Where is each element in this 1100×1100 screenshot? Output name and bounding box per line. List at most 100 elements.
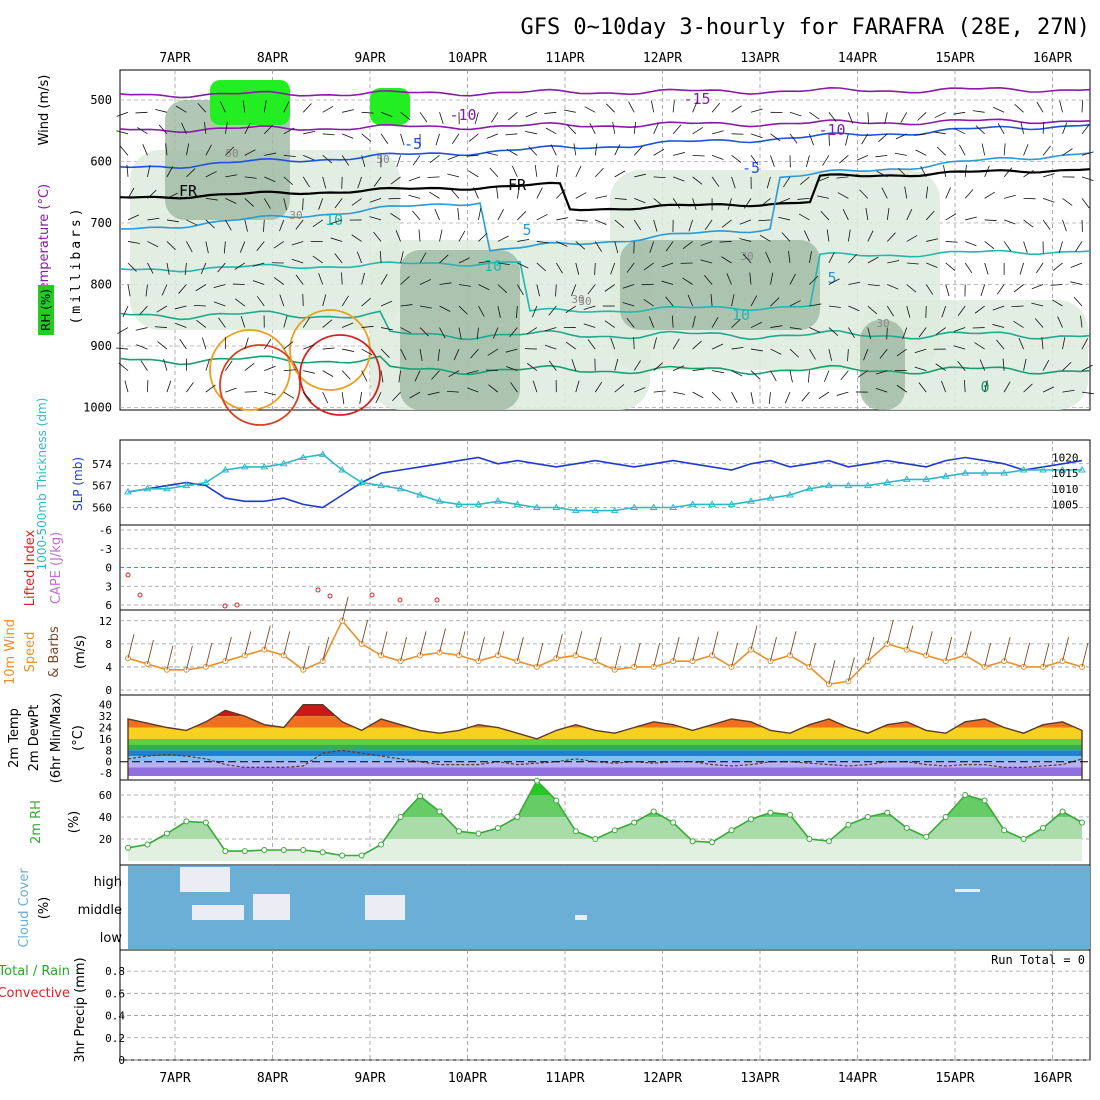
- wind-barb: [419, 305, 432, 309]
- upper-ylabel-mb: (millibars): [69, 205, 84, 324]
- wind-barb: [525, 111, 538, 118]
- slp-line: [127, 456, 1083, 509]
- wind-barb: [759, 234, 771, 242]
- wind-barb: [789, 370, 793, 383]
- wind-barb: [672, 176, 685, 182]
- wind-ylabel: (m/s): [73, 635, 88, 669]
- thickness-line-point: [182, 481, 191, 489]
- thickness-line-point: [396, 484, 405, 492]
- wind-barb: [534, 164, 538, 177]
- surface-wind-barb: [1003, 637, 1011, 662]
- wind-barb: [648, 316, 655, 328]
- rh-shade-light: [860, 300, 1088, 410]
- precip-ytick: 0.4: [105, 1010, 125, 1023]
- cloud-level-label: low: [100, 931, 123, 946]
- wind-barb: [653, 148, 665, 156]
- surface-wind-barb: [555, 634, 563, 659]
- wind-barb: [155, 109, 168, 113]
- wind-barb: [341, 392, 345, 405]
- wind-barb: [594, 262, 596, 275]
- wind-barb: [984, 165, 990, 178]
- temp-ytick: 0: [105, 756, 112, 769]
- wind-barb: [847, 349, 849, 362]
- wind-barb: [497, 305, 501, 318]
- wind-barb: [263, 198, 271, 209]
- surface-wind-barb: [906, 625, 914, 650]
- wind-barb: [341, 370, 351, 380]
- wind-barb: [252, 262, 265, 267]
- rh-shade-high: [370, 88, 410, 125]
- wind-barb: [158, 124, 168, 135]
- wind-barb: [626, 262, 635, 273]
- surface-wind-barb: [283, 631, 291, 656]
- wind-barb: [801, 391, 810, 402]
- thickness-line-point: [240, 462, 249, 470]
- bottom-date-label: 12APR: [643, 1071, 682, 1086]
- wind-barb: [963, 380, 966, 393]
- rh-line-point: [417, 793, 424, 800]
- surface-wind-barb: [750, 625, 758, 650]
- wind-barb: [127, 214, 140, 221]
- wind-barb: [412, 210, 421, 221]
- top-date-label: 7APR: [159, 51, 190, 66]
- wind-barb: [223, 241, 226, 254]
- wind-barb: [914, 348, 927, 354]
- wind-barb: [886, 305, 895, 317]
- precip-label-conv: Convective: [0, 986, 70, 1001]
- rh-line-point: [689, 838, 696, 845]
- wind-barb: [739, 238, 752, 242]
- li-point: [222, 603, 228, 609]
- surface-wind-barb: [302, 645, 310, 670]
- wind-barb: [525, 130, 537, 135]
- wind-barb: [361, 111, 374, 114]
- rh-line-point: [125, 844, 131, 851]
- wind-barb: [390, 176, 401, 185]
- wind-barb: [828, 278, 840, 285]
- thickness-line-point: [961, 469, 970, 476]
- wind-barb: [945, 262, 956, 271]
- wind-barb: [341, 272, 343, 285]
- wind-barb: [964, 164, 967, 177]
- wind-barb: [201, 337, 207, 350]
- wind-barb: [610, 262, 616, 275]
- cloud-block: [955, 889, 980, 892]
- wind-barb: [770, 272, 774, 285]
- wind-barb: [1014, 103, 1024, 113]
- wind-barb: [614, 384, 625, 393]
- wind-barb: [857, 370, 869, 378]
- rh-line-point: [884, 809, 891, 816]
- wind-barb: [511, 165, 518, 178]
- cloud-level-label: middle: [78, 903, 122, 918]
- wind-barb: [555, 284, 557, 297]
- li-point: [327, 593, 333, 599]
- wind-barb: [536, 241, 549, 244]
- wind-barb: [478, 260, 491, 264]
- wind-barb: [789, 273, 796, 285]
- surface-wind-barb: [536, 642, 544, 668]
- thickness-line-point: [1058, 466, 1067, 473]
- wind-barb: [953, 111, 966, 115]
- upper-ytick: 700: [90, 216, 112, 230]
- thickness-line-point: [863, 481, 872, 489]
- wind-barb: [439, 327, 446, 339]
- wind-barb: [225, 146, 235, 156]
- wind-ytick: 4: [105, 661, 112, 674]
- contour-label: 0: [980, 378, 989, 396]
- rh-shade-high: [210, 80, 290, 125]
- rh-line: [127, 779, 1083, 857]
- temp-band: [128, 761, 1082, 768]
- temp-band: [128, 738, 1082, 745]
- wind-barb: [881, 187, 888, 199]
- wind-barb: [595, 195, 608, 199]
- wind-barb: [845, 133, 849, 146]
- wind-barb: [419, 327, 429, 337]
- wind-barb: [400, 304, 413, 307]
- wind-barb: [186, 382, 194, 393]
- wind-barb: [303, 370, 316, 374]
- wind-barb: [731, 294, 735, 307]
- contour-label: 10: [732, 306, 750, 324]
- wind-barb: [427, 176, 440, 178]
- rh-line-point: [923, 833, 930, 840]
- wind-barb: [458, 284, 471, 287]
